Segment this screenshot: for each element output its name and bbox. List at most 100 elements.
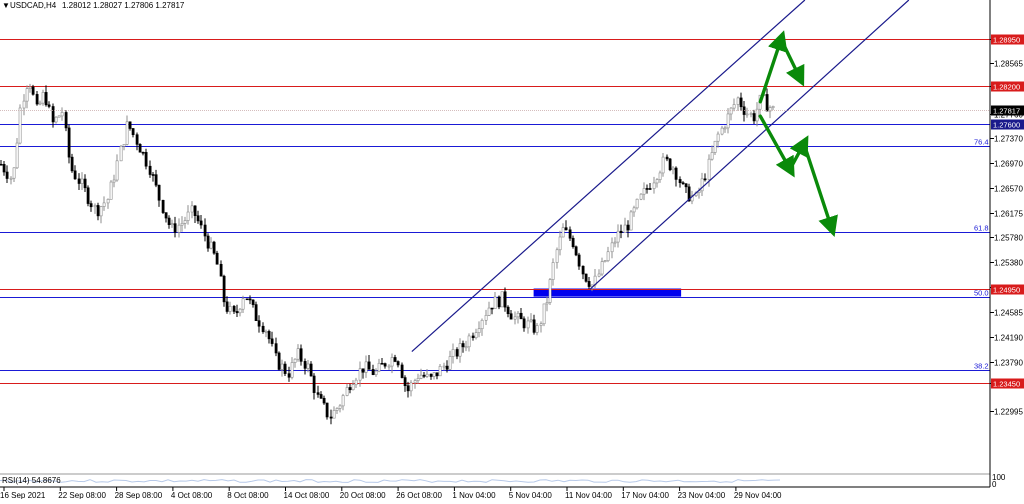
y-tick-label: 1.23790 xyxy=(994,359,1023,368)
candle-body xyxy=(642,188,646,195)
candle-body xyxy=(235,311,239,314)
candle-body xyxy=(652,182,656,189)
candle-body xyxy=(89,203,93,208)
candle-body xyxy=(186,211,190,221)
candle-body xyxy=(616,230,620,243)
level-price-badge xyxy=(991,119,1024,130)
candle-body xyxy=(480,319,484,330)
x-tick-label: 16 Sep 2021 xyxy=(0,491,46,499)
candle-body xyxy=(765,94,769,112)
candle-body xyxy=(564,227,568,231)
candle-body xyxy=(374,370,378,375)
candle-body xyxy=(73,170,77,180)
candle-body xyxy=(293,358,297,363)
y-tick-label: 1.22995 xyxy=(994,408,1023,417)
level-price-badge xyxy=(991,284,1024,295)
candle-body xyxy=(526,320,530,329)
candle-body xyxy=(745,113,749,116)
candle-body xyxy=(2,164,6,173)
candle-body xyxy=(38,102,42,105)
candle-body xyxy=(157,184,161,201)
candle-body xyxy=(710,152,714,160)
candle-body xyxy=(413,380,417,384)
candle-body xyxy=(225,301,229,312)
candle-body xyxy=(274,343,278,354)
x-tick-label: 1 Nov 04:00 xyxy=(452,491,496,499)
candle-body xyxy=(503,291,507,308)
level-price-label: 1.27600 xyxy=(993,121,1020,130)
candle-body xyxy=(180,223,184,226)
candle-body xyxy=(422,374,426,377)
candle-body xyxy=(264,331,268,333)
candle-body xyxy=(177,224,181,233)
candle-body xyxy=(513,316,517,320)
candle-body xyxy=(432,372,436,377)
candle-body xyxy=(51,106,55,123)
candle-body xyxy=(749,113,753,115)
candle-body xyxy=(419,374,423,379)
candle-body xyxy=(516,312,520,318)
candle-body xyxy=(577,254,581,267)
x-tick-label: 5 Nov 04:00 xyxy=(509,491,553,499)
candle-body xyxy=(568,229,572,239)
candle-body xyxy=(597,273,601,277)
candle-body xyxy=(173,223,177,233)
candle-body xyxy=(332,410,336,419)
candle-body xyxy=(283,363,287,374)
candle-body xyxy=(115,160,119,181)
candle-body xyxy=(287,373,291,378)
candle-body xyxy=(44,92,48,106)
candle-body xyxy=(354,379,358,386)
candle-body xyxy=(303,361,307,369)
x-tick-label: 26 Oct 08:00 xyxy=(396,491,442,499)
candle-body xyxy=(199,220,203,226)
candle-body xyxy=(606,251,610,261)
level-price-badge xyxy=(991,378,1024,389)
candle-body xyxy=(406,385,410,392)
candle-body xyxy=(325,402,329,418)
candle-body xyxy=(471,335,475,339)
candle-body xyxy=(723,127,727,130)
candle-body xyxy=(351,384,355,391)
candle-body xyxy=(461,343,465,348)
candle-body xyxy=(429,373,433,377)
candle-body xyxy=(60,112,64,117)
candle-body xyxy=(371,369,375,375)
candle-body xyxy=(161,199,165,213)
candle-body xyxy=(125,121,129,145)
candle-body xyxy=(358,368,362,381)
level-price-label: 1.24950 xyxy=(993,286,1020,295)
x-tick-label: 8 Oct 08:00 xyxy=(227,491,269,499)
forecast-arrow-segment xyxy=(788,135,809,171)
candle-body xyxy=(768,107,772,112)
candle-body xyxy=(400,364,404,378)
candle-body xyxy=(713,140,717,153)
candle-body xyxy=(497,296,501,308)
candle-body xyxy=(277,352,281,370)
candle-body xyxy=(154,174,158,186)
candle-body xyxy=(674,167,678,180)
candle-body xyxy=(509,313,513,320)
candle-body xyxy=(635,198,639,209)
candle-body xyxy=(448,356,452,370)
candle-body xyxy=(164,212,168,219)
candle-body xyxy=(245,298,249,301)
y-tick-label: 1.26970 xyxy=(994,160,1023,169)
candle-body xyxy=(215,252,219,265)
candle-body xyxy=(15,142,19,169)
candle-body xyxy=(290,362,294,378)
fib-label: 50.0 xyxy=(974,289,989,298)
candle-body xyxy=(222,275,226,303)
candle-body xyxy=(267,331,271,340)
candle-body xyxy=(671,167,675,171)
candle-body xyxy=(571,237,575,248)
y-tick-label: 1.26175 xyxy=(994,210,1023,219)
candle-body xyxy=(458,343,462,357)
candle-body xyxy=(493,296,497,310)
candle-body xyxy=(603,260,607,262)
fib-label: 76.4 xyxy=(974,138,989,147)
candle-body xyxy=(25,88,29,102)
header-arrow[interactable]: ▼ xyxy=(2,1,10,10)
candle-body xyxy=(613,241,617,244)
